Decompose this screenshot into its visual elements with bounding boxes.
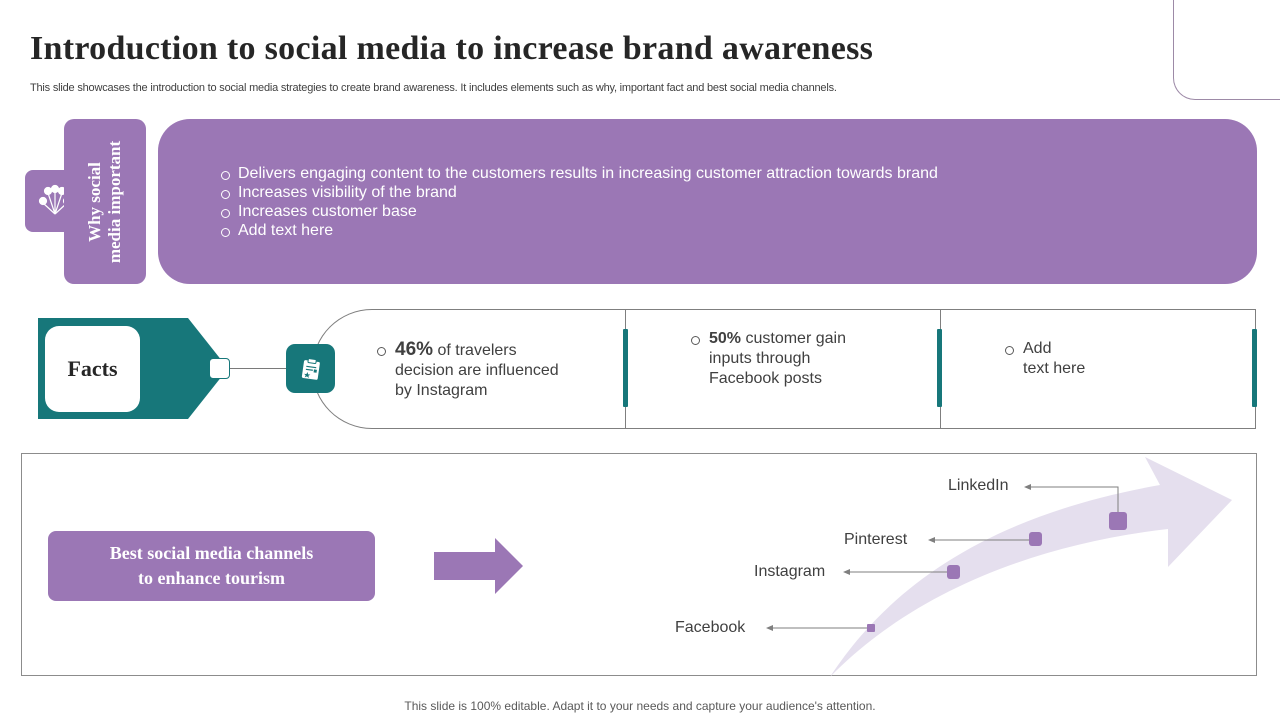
why-bullet: Add text here <box>220 221 938 240</box>
channels-frame <box>21 453 1257 676</box>
fact-item: 50% customer gain inputs through Faceboo… <box>691 329 846 389</box>
why-label: Why social media important <box>85 140 125 263</box>
why-bullet: Increases customer base <box>220 202 938 221</box>
facts-accent-bar <box>937 329 942 407</box>
why-bullet-list: Delivers engaging content to the custome… <box>220 164 938 240</box>
channel-marker-instagram <box>947 565 960 579</box>
facts-accent-bar <box>1252 329 1257 407</box>
page-subtitle: This slide showcases the introduction to… <box>30 82 837 94</box>
facts-connector-knob <box>209 358 230 379</box>
why-label-tab: Why social media important <box>64 119 146 284</box>
channel-pointer-linkedin <box>1024 484 1119 515</box>
facts-accent-bar <box>623 329 628 407</box>
corner-decoration <box>1173 0 1280 100</box>
facts-label: Facts <box>45 326 140 412</box>
channels-label: Best social media channels to enhance to… <box>48 531 375 601</box>
why-bullet: Increases visibility of the brand <box>220 183 938 202</box>
right-arrow-icon <box>434 538 523 594</box>
channel-pointer-instagram <box>843 569 949 575</box>
footer-note: This slide is 100% editable. Adapt it to… <box>404 699 876 713</box>
fact-item: Add text here <box>1005 339 1085 379</box>
why-panel: Delivers engaging content to the custome… <box>158 119 1257 284</box>
page-title: Introduction to social media to increase… <box>30 30 874 67</box>
clipboard-star-icon <box>301 357 320 380</box>
channel-label-facebook: Facebook <box>675 619 746 636</box>
facts-badge <box>286 344 335 393</box>
channel-label-linkedin: LinkedIn <box>948 477 1009 494</box>
why-bullet: Delivers engaging content to the custome… <box>220 164 938 183</box>
channel-marker-pinterest <box>1029 532 1042 546</box>
channel-pointer-pinterest <box>928 537 1031 543</box>
channel-label-pinterest: Pinterest <box>844 531 908 548</box>
channel-label-instagram: Instagram <box>754 563 826 580</box>
channel-marker-linkedin <box>1109 512 1127 530</box>
channel-pointer-facebook <box>766 625 869 631</box>
channel-marker-facebook <box>867 624 875 632</box>
facts-connector-line <box>230 368 287 369</box>
growth-curve-arrow <box>830 457 1232 677</box>
fact-item: 46% of travelers decision are influenced… <box>377 340 559 401</box>
